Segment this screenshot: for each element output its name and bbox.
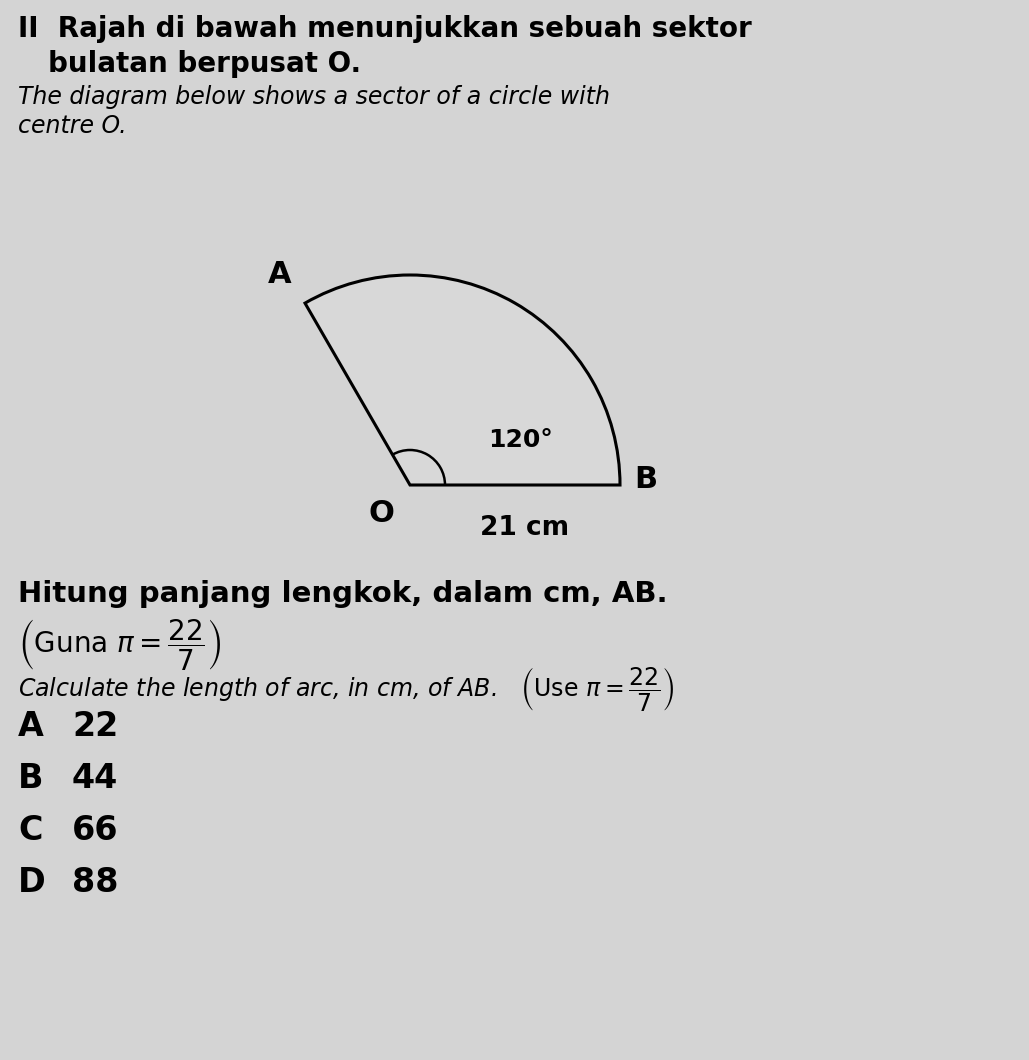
Text: 66: 66: [72, 814, 118, 847]
Text: O: O: [368, 499, 394, 528]
Text: 44: 44: [72, 762, 118, 795]
Text: II  Rajah di bawah menunjukkan sebuah sektor: II Rajah di bawah menunjukkan sebuah sek…: [17, 15, 752, 43]
Text: A: A: [268, 260, 291, 289]
Text: B: B: [634, 465, 658, 495]
Text: C: C: [17, 814, 42, 847]
Text: D: D: [17, 866, 45, 899]
Text: 120°: 120°: [488, 428, 553, 452]
Text: 22: 22: [72, 710, 118, 743]
Text: A: A: [17, 710, 44, 743]
Text: bulatan berpusat O.: bulatan berpusat O.: [48, 50, 361, 78]
Text: B: B: [17, 762, 43, 795]
Text: Hitung panjang lengkok, dalam cm, AB.: Hitung panjang lengkok, dalam cm, AB.: [17, 580, 668, 608]
Text: Calculate the length of arc, in cm, of AB.   $\left(\mathrm{Use}\ \pi = \dfrac{2: Calculate the length of arc, in cm, of A…: [17, 665, 675, 713]
Text: 21 cm: 21 cm: [481, 515, 570, 541]
Text: The diagram below shows a sector of a circle with: The diagram below shows a sector of a ci…: [17, 85, 610, 109]
Text: 88: 88: [72, 866, 118, 899]
Text: centre O.: centre O.: [17, 114, 127, 138]
Wedge shape: [305, 275, 620, 485]
Text: $\left(\mathrm{Guna}\ \pi = \dfrac{22}{7}\right)$: $\left(\mathrm{Guna}\ \pi = \dfrac{22}{7…: [17, 617, 221, 672]
